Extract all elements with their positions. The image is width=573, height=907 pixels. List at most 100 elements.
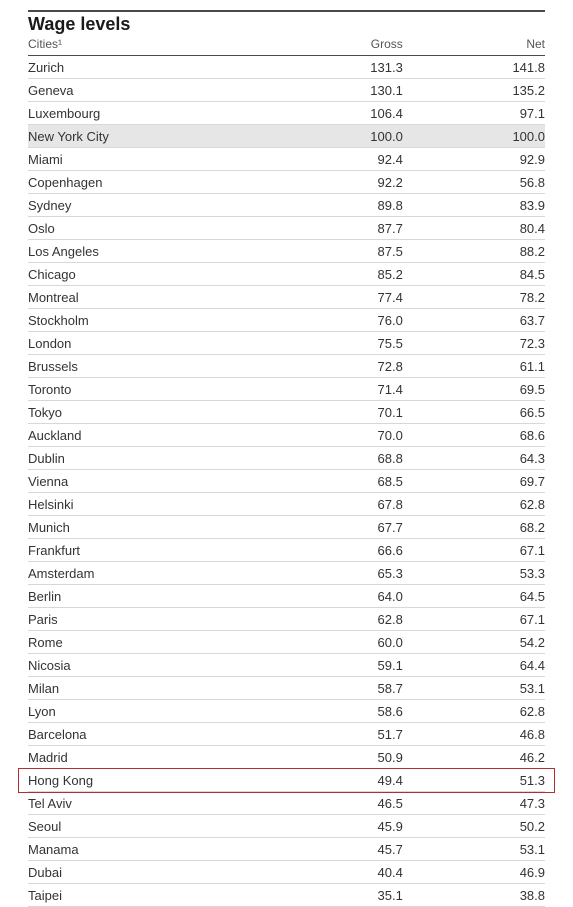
table-row: Taipei35.138.8 [28, 884, 545, 907]
table-row: Milan58.753.1 [28, 677, 545, 700]
cell-gross: 85.2 [261, 263, 403, 286]
table-row: Geneva130.1135.2 [28, 79, 545, 102]
column-header-city: Cities¹ [28, 35, 261, 56]
cell-city: Milan [28, 677, 261, 700]
table-row: Madrid50.946.2 [28, 746, 545, 769]
cell-city: Dubai [28, 861, 261, 884]
table-row: Frankfurt66.667.1 [28, 539, 545, 562]
cell-gross: 35.1 [261, 884, 403, 907]
cell-gross: 67.7 [261, 516, 403, 539]
cell-city: Frankfurt [28, 539, 261, 562]
cell-gross: 76.0 [261, 309, 403, 332]
table-wrap: Cities¹ Gross Net Zurich131.3141.8Geneva… [28, 35, 545, 907]
cell-net: 63.7 [403, 309, 545, 332]
cell-gross: 62.8 [261, 608, 403, 631]
cell-gross: 65.3 [261, 562, 403, 585]
table-row: Chicago85.284.5 [28, 263, 545, 286]
cell-gross: 75.5 [261, 332, 403, 355]
cell-city: Auckland [28, 424, 261, 447]
cell-net: 78.2 [403, 286, 545, 309]
table-row: Los Angeles87.588.2 [28, 240, 545, 263]
cell-city: Hong Kong [28, 769, 261, 792]
table-row: Manama45.753.1 [28, 838, 545, 861]
cell-city: Sydney [28, 194, 261, 217]
cell-net: 53.3 [403, 562, 545, 585]
cell-city: Rome [28, 631, 261, 654]
cell-gross: 60.0 [261, 631, 403, 654]
cell-city: Vienna [28, 470, 261, 493]
table-row: Vienna68.569.7 [28, 470, 545, 493]
cell-gross: 45.7 [261, 838, 403, 861]
cell-city: Nicosia [28, 654, 261, 677]
cell-city: Oslo [28, 217, 261, 240]
cell-gross: 77.4 [261, 286, 403, 309]
cell-city: Munich [28, 516, 261, 539]
cell-net: 68.2 [403, 516, 545, 539]
cell-gross: 68.5 [261, 470, 403, 493]
cell-city: London [28, 332, 261, 355]
cell-net: 50.2 [403, 815, 545, 838]
cell-net: 67.1 [403, 539, 545, 562]
page-title: Wage levels [28, 10, 545, 35]
cell-city: New York City [28, 125, 261, 148]
table-row: Copenhagen92.256.8 [28, 171, 545, 194]
table-row: Barcelona51.746.8 [28, 723, 545, 746]
table-row: Nicosia59.164.4 [28, 654, 545, 677]
table-row: Sydney89.883.9 [28, 194, 545, 217]
cell-net: 53.1 [403, 677, 545, 700]
cell-gross: 92.2 [261, 171, 403, 194]
cell-city: Berlin [28, 585, 261, 608]
cell-net: 62.8 [403, 700, 545, 723]
cell-city: Barcelona [28, 723, 261, 746]
cell-net: 53.1 [403, 838, 545, 861]
table-row: Toronto71.469.5 [28, 378, 545, 401]
table-row: Tel Aviv46.547.3 [28, 792, 545, 815]
cell-city: Copenhagen [28, 171, 261, 194]
cell-net: 64.4 [403, 654, 545, 677]
cell-gross: 49.4 [261, 769, 403, 792]
cell-gross: 46.5 [261, 792, 403, 815]
cell-net: 54.2 [403, 631, 545, 654]
cell-gross: 45.9 [261, 815, 403, 838]
table-row: Miami92.492.9 [28, 148, 545, 171]
cell-city: Taipei [28, 884, 261, 907]
cell-gross: 72.8 [261, 355, 403, 378]
table-row: Brussels72.861.1 [28, 355, 545, 378]
cell-net: 92.9 [403, 148, 545, 171]
cell-gross: 70.0 [261, 424, 403, 447]
cell-gross: 89.8 [261, 194, 403, 217]
table-row: Helsinki67.862.8 [28, 493, 545, 516]
cell-net: 61.1 [403, 355, 545, 378]
wage-table: Cities¹ Gross Net Zurich131.3141.8Geneva… [28, 35, 545, 907]
table-row: Luxembourg106.497.1 [28, 102, 545, 125]
cell-gross: 106.4 [261, 102, 403, 125]
cell-net: 66.5 [403, 401, 545, 424]
cell-net: 51.3 [403, 769, 545, 792]
table-row: Tokyo70.166.5 [28, 401, 545, 424]
cell-net: 83.9 [403, 194, 545, 217]
cell-gross: 70.1 [261, 401, 403, 424]
cell-city: Amsterdam [28, 562, 261, 585]
table-row: Hong Kong49.451.3 [28, 769, 545, 792]
cell-net: 46.9 [403, 861, 545, 884]
cell-city: Tokyo [28, 401, 261, 424]
table-row: Montreal77.478.2 [28, 286, 545, 309]
cell-net: 46.8 [403, 723, 545, 746]
table-row: Lyon58.662.8 [28, 700, 545, 723]
table-row: Stockholm76.063.7 [28, 309, 545, 332]
cell-net: 46.2 [403, 746, 545, 769]
cell-city: Los Angeles [28, 240, 261, 263]
cell-gross: 64.0 [261, 585, 403, 608]
cell-gross: 66.6 [261, 539, 403, 562]
cell-gross: 92.4 [261, 148, 403, 171]
cell-net: 135.2 [403, 79, 545, 102]
table-row: Dublin68.864.3 [28, 447, 545, 470]
cell-gross: 131.3 [261, 56, 403, 79]
cell-city: Luxembourg [28, 102, 261, 125]
cell-city: Paris [28, 608, 261, 631]
cell-gross: 68.8 [261, 447, 403, 470]
table-row: London75.572.3 [28, 332, 545, 355]
cell-city: Zurich [28, 56, 261, 79]
cell-city: Brussels [28, 355, 261, 378]
cell-net: 100.0 [403, 125, 545, 148]
